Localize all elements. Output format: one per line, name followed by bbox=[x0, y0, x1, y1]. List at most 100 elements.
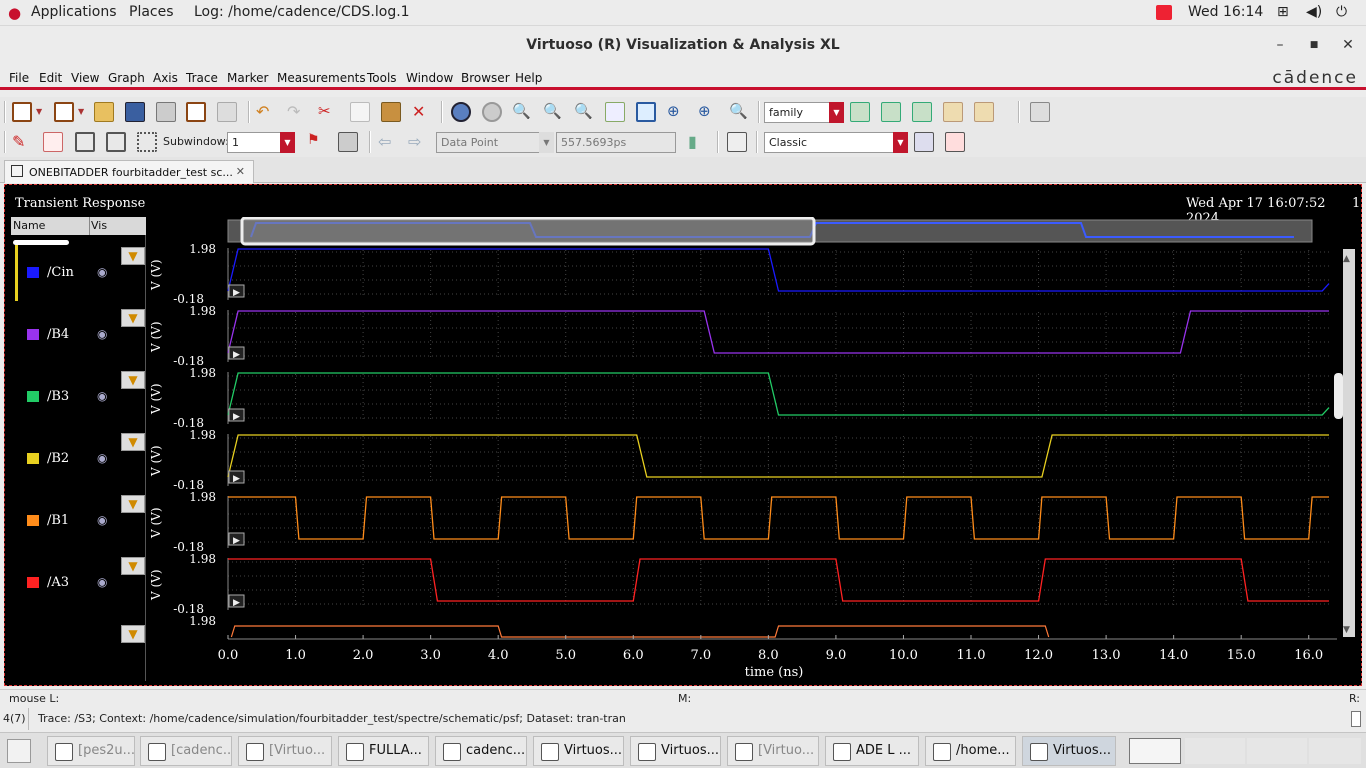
strip-marker-icon[interactable] bbox=[228, 594, 245, 608]
trace-line[interactable] bbox=[227, 372, 1330, 416]
fit-icon[interactable] bbox=[482, 102, 502, 122]
y-scrollbar-track[interactable] bbox=[1343, 249, 1355, 637]
menu-file[interactable]: File bbox=[9, 71, 30, 85]
style-combo[interactable]: Classic ▼ bbox=[764, 132, 908, 153]
close-button[interactable]: ✕ bbox=[1342, 37, 1354, 53]
minimize-button[interactable]: – bbox=[1276, 37, 1284, 53]
zoom-in-icon[interactable]: 🔍 bbox=[543, 102, 562, 120]
copy-icon[interactable] bbox=[350, 102, 370, 122]
zoom-icon[interactable]: 🔍 bbox=[512, 102, 531, 120]
style-delete-icon[interactable] bbox=[945, 132, 965, 152]
legend-scroll-handle[interactable] bbox=[13, 240, 69, 245]
zoom-out-icon[interactable]: 🔍 bbox=[574, 102, 593, 120]
strip-marker-icon[interactable] bbox=[228, 408, 245, 422]
zoom-box-icon[interactable] bbox=[636, 102, 656, 122]
subwindow-grid-icon[interactable] bbox=[137, 132, 157, 152]
delete-icon[interactable]: ✕ bbox=[412, 102, 426, 121]
print-icon[interactable] bbox=[156, 102, 176, 122]
network-icon[interactable]: ⊞ bbox=[1277, 4, 1289, 20]
data-point-combo[interactable]: Data Point ▼ bbox=[436, 132, 554, 153]
visibility-eye-icon[interactable]: ◉ bbox=[97, 389, 108, 403]
composite-icon[interactable] bbox=[881, 102, 901, 122]
legend-row[interactable]: /B2 ◉ bbox=[11, 445, 146, 473]
taskbar-item[interactable]: /home... bbox=[925, 736, 1016, 766]
legend-row[interactable]: /A3 ◉ bbox=[11, 569, 146, 597]
zoom-x-icon[interactable] bbox=[605, 102, 625, 122]
filter-icon[interactable]: ▼ bbox=[121, 625, 145, 643]
strip-marker-icon[interactable] bbox=[228, 346, 245, 360]
taskbar-item[interactable]: ADE L ... bbox=[825, 736, 919, 766]
show-desktop-icon[interactable] bbox=[7, 739, 31, 763]
taskbar-item[interactable]: Virtuos... bbox=[630, 736, 721, 766]
chevron-down-icon[interactable]: ▼ bbox=[78, 107, 85, 116]
menu-browser[interactable]: Browser bbox=[461, 71, 510, 85]
chevron-down-icon[interactable]: ▼ bbox=[36, 107, 43, 116]
taskbar-item[interactable]: Virtuos... bbox=[533, 736, 624, 766]
trace-line[interactable] bbox=[227, 434, 1329, 478]
filter-icon[interactable]: ▼ bbox=[121, 557, 145, 575]
table-icon[interactable] bbox=[217, 102, 237, 122]
menu-measurements[interactable]: Measurements bbox=[277, 71, 366, 85]
trace-line[interactable] bbox=[227, 310, 1329, 354]
strip-marker-icon[interactable] bbox=[228, 532, 245, 546]
new-subwindow-icon[interactable] bbox=[54, 102, 74, 122]
maximize-button[interactable]: ■ bbox=[1309, 40, 1319, 50]
legend-row[interactable]: /B3 ◉ bbox=[11, 383, 146, 411]
palette-icon[interactable] bbox=[43, 132, 63, 152]
histogram-icon[interactable]: ▮ bbox=[688, 132, 697, 151]
taskbar-item[interactable]: [pes2u... bbox=[47, 736, 135, 766]
taskbar-item[interactable]: [Virtuo... bbox=[238, 736, 332, 766]
add-trace-icon[interactable] bbox=[943, 102, 963, 122]
waveform-icon[interactable] bbox=[186, 102, 206, 122]
trace-line[interactable] bbox=[228, 496, 1329, 540]
style-apply-icon[interactable] bbox=[914, 132, 934, 152]
chevron-down-icon[interactable]: ▼ bbox=[829, 102, 844, 123]
visibility-eye-icon[interactable]: ◉ bbox=[97, 513, 108, 527]
new-window-icon[interactable] bbox=[12, 102, 32, 122]
data-point-field[interactable]: 557.5693ps bbox=[556, 132, 676, 153]
family-combo[interactable]: family ▼ bbox=[764, 102, 844, 123]
menu-marker[interactable]: Marker bbox=[227, 71, 269, 85]
paste-icon[interactable] bbox=[381, 102, 401, 122]
active-window-label[interactable]: Log: /home/cadence/CDS.log.1 bbox=[194, 4, 410, 20]
applications-menu[interactable]: Applications bbox=[31, 4, 117, 20]
filter-icon[interactable]: ▼ bbox=[121, 309, 145, 327]
zoom-x-axis-icon[interactable]: ⊕ bbox=[667, 102, 680, 120]
info-icon[interactable] bbox=[338, 132, 358, 152]
next-point-icon[interactable]: ⇨ bbox=[408, 132, 422, 151]
clock[interactable]: Wed 16:14 bbox=[1188, 4, 1264, 20]
strip-marker-icon[interactable] bbox=[228, 470, 245, 484]
visibility-eye-icon[interactable]: ◉ bbox=[97, 327, 108, 341]
menu-view[interactable]: View bbox=[71, 71, 100, 85]
y-scrollbar-thumb[interactable] bbox=[1334, 373, 1343, 419]
notification-icon[interactable] bbox=[1156, 5, 1172, 20]
grid-icon[interactable] bbox=[1030, 102, 1050, 122]
open-folder-icon[interactable] bbox=[94, 102, 114, 122]
zoom-y-axis-icon[interactable]: ⊕ bbox=[698, 102, 711, 120]
status-scroll[interactable] bbox=[1351, 711, 1361, 727]
trace-line[interactable] bbox=[228, 558, 1329, 602]
marker-flag-icon[interactable]: ⚑ bbox=[307, 132, 320, 148]
undo-icon[interactable]: ↶ bbox=[256, 102, 270, 121]
workspace-2[interactable] bbox=[1185, 738, 1245, 764]
legend-row[interactable]: /B1 ◉ bbox=[11, 507, 146, 535]
cut-icon[interactable]: ✂ bbox=[318, 102, 331, 120]
x-scrollbar-thumb[interactable] bbox=[240, 217, 816, 246]
chevron-down-icon[interactable]: ▼ bbox=[539, 132, 554, 153]
taskbar-item[interactable]: [cadenc... bbox=[140, 736, 232, 766]
menu-window[interactable]: Window bbox=[406, 71, 454, 85]
trace-line[interactable] bbox=[227, 248, 1330, 292]
menu-trace[interactable]: Trace bbox=[186, 71, 218, 85]
calculator-icon[interactable] bbox=[727, 132, 747, 152]
menu-help[interactable]: Help bbox=[515, 71, 543, 85]
zoom-previous-icon[interactable]: 🔍 bbox=[729, 102, 748, 120]
wand-icon[interactable]: ✎ bbox=[12, 132, 26, 151]
chevron-down-icon[interactable]: ▼ bbox=[280, 132, 295, 153]
columns-icon[interactable] bbox=[106, 132, 126, 152]
visibility-eye-icon[interactable]: ◉ bbox=[97, 575, 108, 589]
previous-point-icon[interactable]: ⇦ bbox=[378, 132, 392, 151]
legend-row[interactable]: /Cin ◉ bbox=[11, 259, 146, 287]
menu-tools[interactable]: Tools bbox=[367, 71, 397, 85]
workspace-3[interactable] bbox=[1247, 738, 1307, 764]
taskbar-item[interactable]: Virtuos... bbox=[1022, 736, 1116, 766]
